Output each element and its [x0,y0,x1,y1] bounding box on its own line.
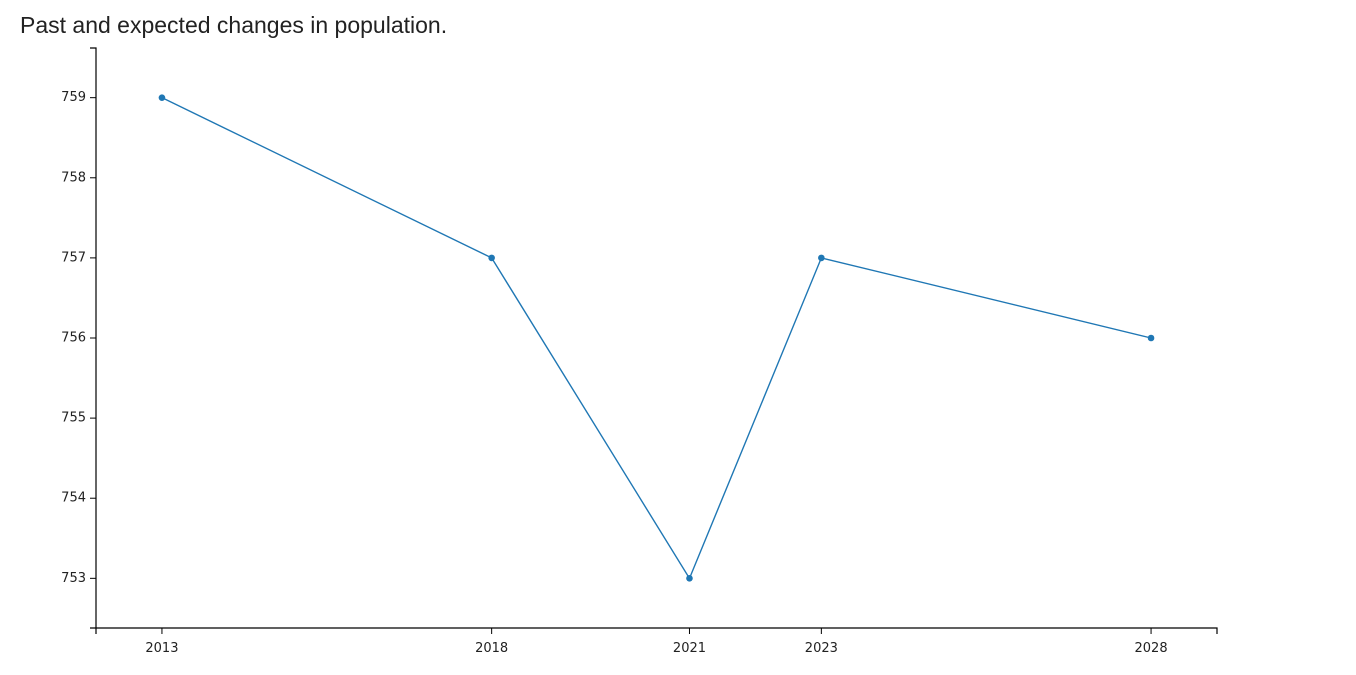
data-point[interactable] [488,254,495,262]
data-point[interactable] [818,254,825,262]
series-group [158,94,1155,582]
x-axis-line [95,627,1218,634]
x-tick-label: 2013 [145,641,178,656]
x-axis: 2013 2018 2021 2023 2028 [95,627,1218,656]
y-axis: 753 754 755 756 757 758 759 [61,47,97,629]
data-point[interactable] [158,94,166,101]
y-tick-label: 754 [61,491,86,506]
x-tick-label: 2028 [1135,641,1168,656]
data-point[interactable] [1147,334,1155,342]
x-tick-label: 2023 [805,641,838,656]
y-tick-label: 757 [61,250,86,265]
y-tick-label: 758 [61,170,86,185]
series-line [161,97,1152,580]
y-tick-label: 755 [61,411,86,426]
y-tick-label: 753 [61,571,86,586]
x-tick-label: 2021 [673,641,706,656]
y-tick-label: 759 [61,90,86,105]
data-point[interactable] [686,575,693,582]
y-tick-label: 756 [61,331,86,346]
chart-title: Past and expected changes in population. [20,12,448,38]
x-tick-label: 2018 [475,641,508,656]
